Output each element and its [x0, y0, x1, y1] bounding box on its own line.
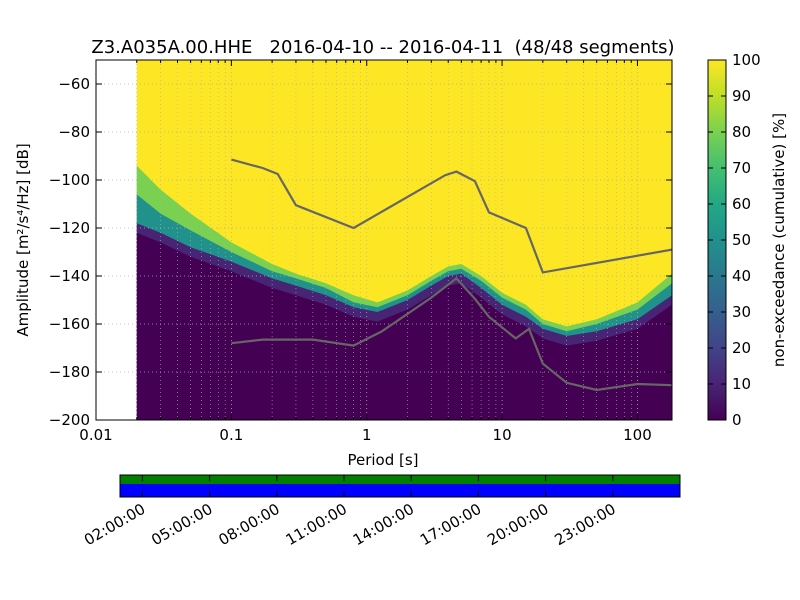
x-axis-label: Period [s]	[347, 451, 418, 469]
chart-title: Z3.A035A.00.HHE 2016-04-10 -- 2016-04-11…	[91, 37, 674, 58]
timeline-tick-label: 20:00:00	[484, 500, 551, 549]
colorbar-ticks: 0 10 20 30 40 50 60 70 80 90 100	[708, 51, 761, 429]
timeline-tick-label: 14:00:00	[350, 500, 417, 549]
y-tick-label: −60	[58, 75, 90, 93]
plot-grid	[96, 60, 672, 420]
y-axis-ticks: −60 −80 −100 −120 −140 −160 −180 −200	[49, 75, 672, 429]
timeline-tick-label: 02:00:00	[81, 500, 148, 549]
y-tick-label: −140	[49, 267, 90, 285]
x-axis-ticks: 0.01 0.1 1 10 100	[79, 60, 652, 444]
y-tick-label: −200	[49, 411, 90, 429]
y-tick-label: −160	[49, 315, 90, 333]
timeline-tick-label: 05:00:00	[148, 500, 215, 549]
timeline-tick-label: 11:00:00	[283, 500, 350, 549]
x-tick-label: 0.01	[79, 426, 112, 444]
coverage-used-bar	[120, 475, 680, 484]
colorbar-tick-label: 10	[732, 375, 751, 393]
y-tick-label: −180	[49, 363, 90, 381]
colorbar-tick-label: 90	[732, 87, 751, 105]
heatmap-band-p0	[136, 232, 672, 420]
low-noise-model-line	[231, 276, 672, 392]
x-tick-label: 100	[623, 426, 652, 444]
psd-plot-area: 0.01 0.1 1 10 100 −60 −80 −100 −120 −140 −160 −180…	[49, 59, 673, 444]
colorbar-label: non-exceedance (cumulative) [%]	[770, 113, 788, 367]
data-coverage-timeline: 02:00:00 05:00:00 08:00:00 11:00:00 14:00:00…	[81, 474, 681, 549]
psd-heatmap	[136, 60, 672, 420]
y-axis-label: Amplitude [m²/s⁴/Hz] [dB]	[14, 143, 32, 336]
colorbar-tick-label: 20	[732, 339, 751, 357]
colorbar-tick-label: 100	[732, 51, 761, 69]
timeline-tick-label: 17:00:00	[417, 500, 484, 549]
noise-model-curves	[231, 158, 672, 392]
coverage-available-bar	[120, 484, 680, 497]
colorbar-tick-label: 60	[732, 195, 751, 213]
x-tick-label: 10	[493, 426, 512, 444]
colorbar-tick-label: 30	[732, 303, 751, 321]
colorbar-tick-label: 50	[732, 231, 751, 249]
y-tick-label: −80	[58, 123, 90, 141]
plot-frame	[95, 59, 673, 421]
high-noise-model-line	[231, 158, 672, 274]
timeline-tick-label: 08:00:00	[215, 500, 282, 549]
timeline-tick-label: 23:00:00	[551, 500, 618, 549]
colorbar-tick-label: 80	[732, 123, 751, 141]
colorbar-tick-label: 0	[732, 411, 742, 429]
colorbar-tick-label: 70	[732, 159, 751, 177]
colorbar-tick-label: 40	[732, 267, 751, 285]
x-tick-label: 1	[362, 426, 372, 444]
x-tick-label: 0.1	[219, 426, 243, 444]
timeline-frame	[119, 474, 681, 498]
y-tick-label: −100	[49, 171, 90, 189]
y-tick-label: −120	[49, 219, 90, 237]
colorbar: 0 10 20 30 40 50 60 70 80 90 100 non-exceedance (c…	[707, 51, 788, 429]
